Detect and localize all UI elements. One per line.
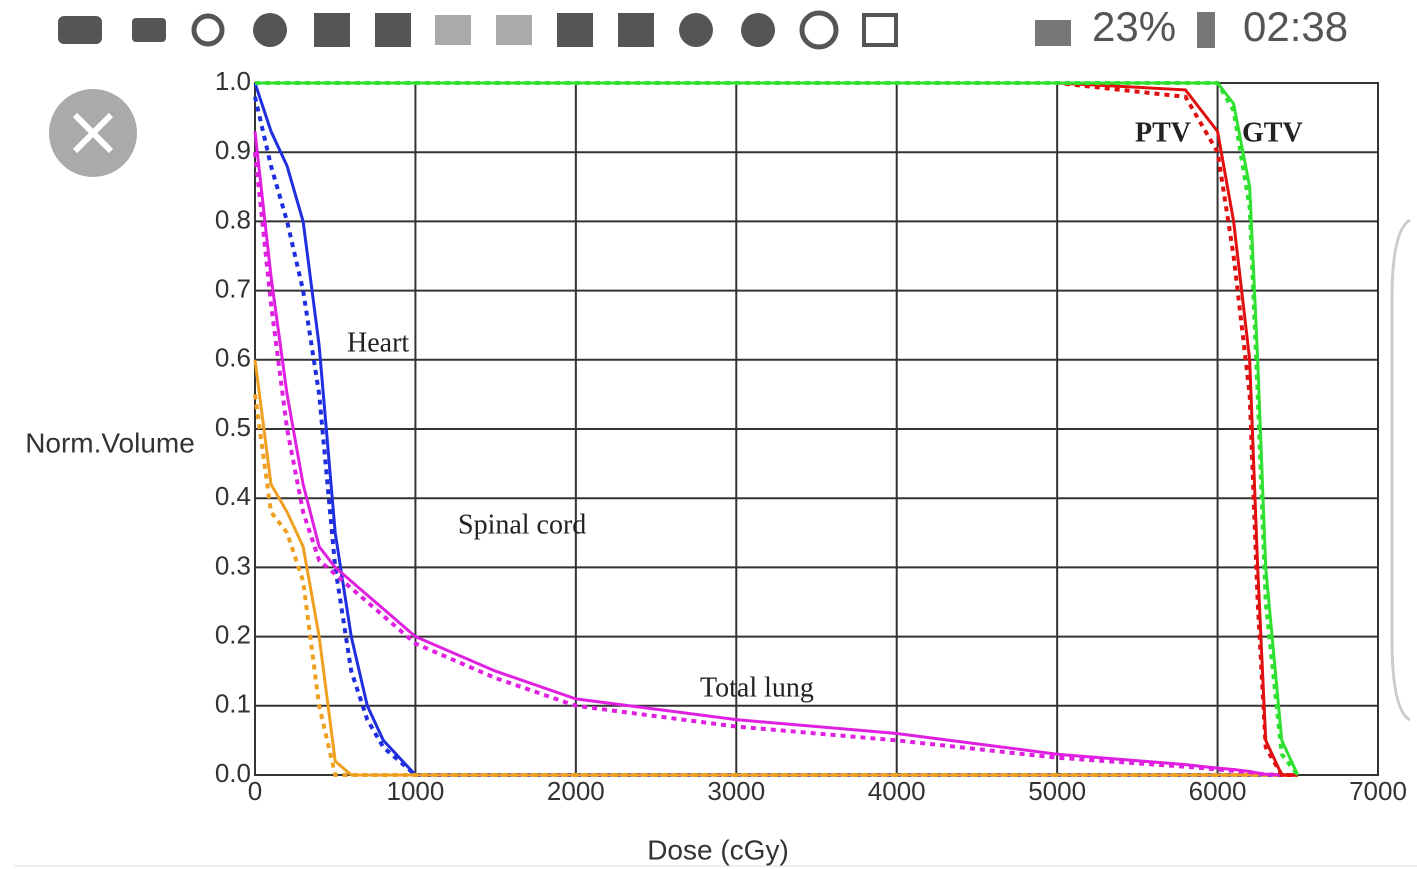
y-tick-label: 1.0 bbox=[215, 66, 251, 96]
page: 23% 02:38 Norm.Volume Dose (cGy) 0.0 0.1 0… bbox=[0, 0, 1417, 869]
y-axis-label: Norm.Volume bbox=[25, 427, 195, 458]
x-tick-label: 4000 bbox=[868, 776, 926, 806]
status-icons bbox=[58, 12, 1215, 48]
y-tick-label: 0.1 bbox=[215, 689, 251, 719]
x-tick-label: 1000 bbox=[387, 776, 445, 806]
y-tick-label: 0.8 bbox=[215, 204, 251, 234]
y-tick-label: 0.5 bbox=[215, 412, 251, 442]
annotation: Heart bbox=[347, 327, 409, 358]
side-panel-edge bbox=[1392, 220, 1410, 720]
y-tick-label: 0.7 bbox=[215, 273, 251, 303]
annotation: GTV bbox=[1242, 117, 1303, 148]
clock: 02:38 bbox=[1243, 3, 1348, 50]
x-tick-label: 6000 bbox=[1189, 776, 1247, 806]
y-tick-label: 0.6 bbox=[215, 343, 251, 373]
y-tick-label: 0.0 bbox=[215, 758, 251, 788]
y-tick-label: 0.2 bbox=[215, 619, 251, 649]
x-tick-label: 7000 bbox=[1349, 776, 1407, 806]
y-tick-label: 0.9 bbox=[215, 135, 251, 165]
x-tick-label: 0 bbox=[248, 776, 262, 806]
screen: 23% 02:38 Norm.Volume Dose (cGy) 0.0 0.1 0… bbox=[0, 0, 1417, 869]
x-tick-label: 3000 bbox=[707, 776, 765, 806]
annotation: Total lung bbox=[700, 672, 814, 703]
close-button[interactable] bbox=[49, 89, 137, 177]
x-tick-label: 2000 bbox=[547, 776, 605, 806]
y-tick-label: 0.4 bbox=[215, 481, 251, 511]
annotation: PTV bbox=[1135, 117, 1191, 148]
y-tick-label: 0.3 bbox=[215, 550, 251, 580]
x-tick-label: 5000 bbox=[1028, 776, 1086, 806]
annotation: Spinal cord bbox=[458, 509, 586, 540]
x-axis-label: Dose (cGy) bbox=[647, 834, 789, 865]
battery-level: 23% bbox=[1092, 3, 1176, 50]
